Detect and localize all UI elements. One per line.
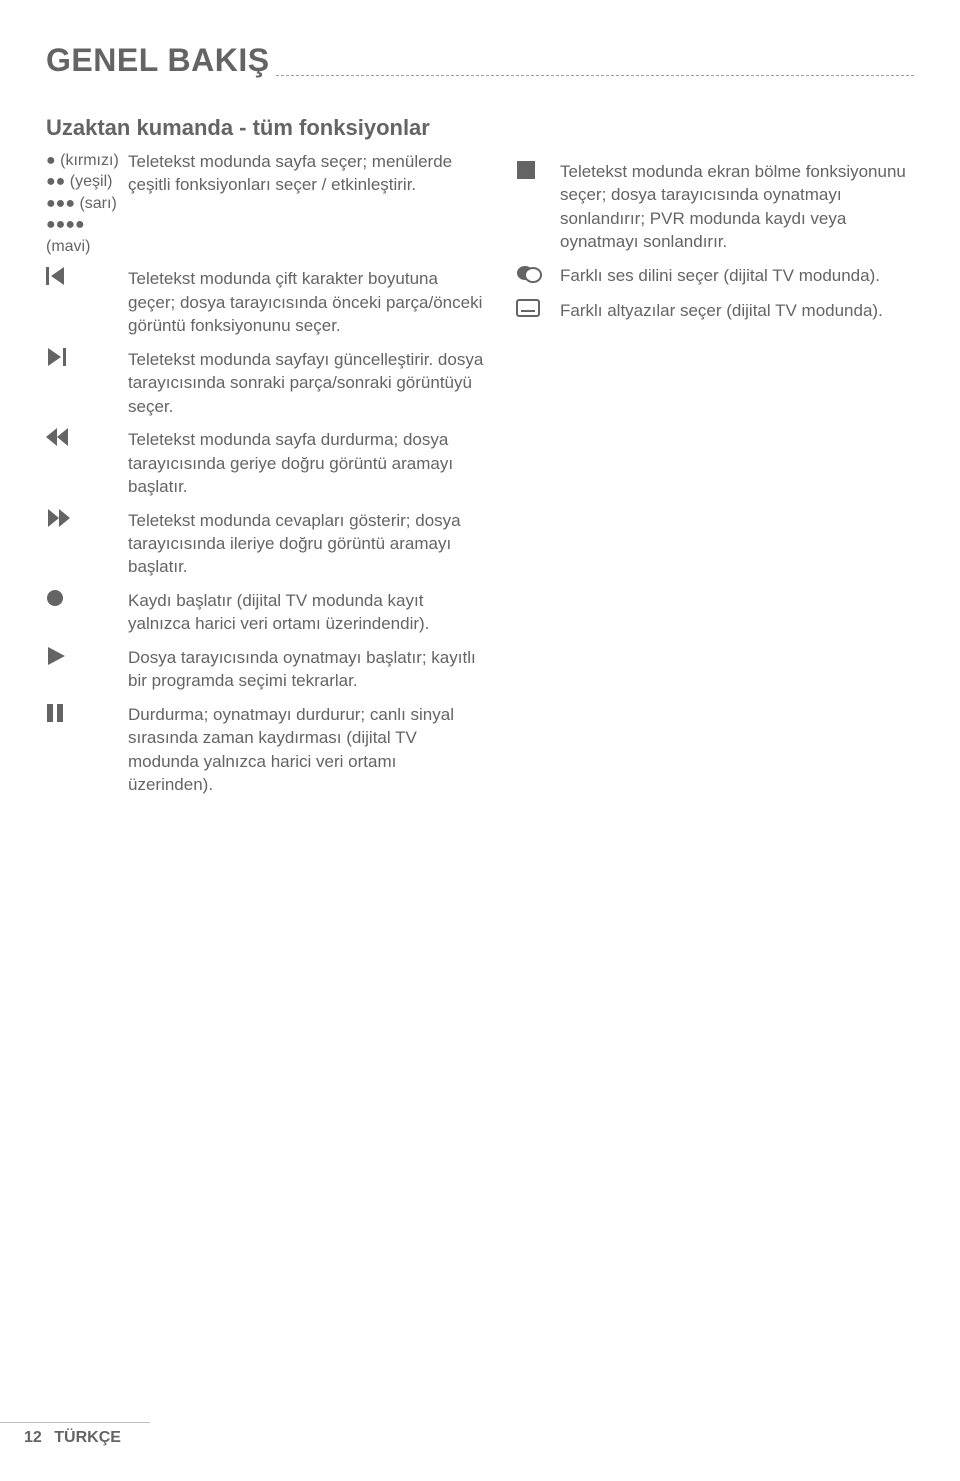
item-desc: Teletekst modunda sayfayı güncelleştirir… [128, 348, 486, 418]
list-item: Teletekst modunda ekran bölme fonksiyonu… [516, 160, 906, 254]
dot-blue: ●●●● [46, 216, 85, 233]
pause-icon [46, 703, 128, 730]
page-number: 12 [24, 1429, 42, 1446]
list-item: Kaydı başlatır (dijital TV modunda kayıt… [46, 589, 486, 636]
item-desc: Teletekst modunda ekran bölme fonksiyonu… [560, 160, 906, 254]
page-heading: GENEL BAKIŞ [46, 36, 914, 76]
list-item: Durdurma; oynatmayı durdurur; canlı siny… [46, 703, 486, 797]
item-desc: Teletekst modunda sayfa durdurma; dosya … [128, 428, 486, 498]
list-item: Farklı ses dilini seçer (dijital TV modu… [516, 264, 906, 289]
list-item: Teletekst modunda cevapları gösterir; do… [46, 509, 486, 579]
skip-forward-icon [46, 348, 128, 373]
stop-icon [516, 160, 560, 185]
list-item: Teletekst modunda sayfa durdurma; dosya … [46, 428, 486, 498]
list-item: Dosya tarayıcısında oynatmayı başlatır; … [46, 646, 486, 693]
color-buttons-desc: Teletekst modunda sayfa seçer; menülerde… [128, 150, 486, 197]
page-footer: 12 TÜRKÇE [0, 1422, 150, 1447]
list-item: Teletekst modunda sayfayı güncelleştirir… [46, 348, 486, 418]
color-dots-labels: ● (kırmızı) ●● (yeşil) ●●● (sarı) ●●●● (… [46, 150, 128, 258]
fast-forward-icon [46, 509, 128, 534]
dot-green: ●● [46, 173, 65, 190]
play-icon [46, 646, 128, 673]
item-desc: Teletekst modunda çift karakter boyutuna… [128, 267, 486, 337]
list-item: Teletekst modunda çift karakter boyutuna… [46, 267, 486, 337]
list-item: Farklı altyazılar seçer (dijital TV modu… [516, 299, 906, 324]
footer-language: TÜRKÇE [54, 1429, 121, 1446]
section-subheading: Uzaktan kumanda - tüm fonksiyonlar [46, 114, 486, 142]
item-desc: Teletekst modunda cevapları gösterir; do… [128, 509, 486, 579]
item-desc: Kaydı başlatır (dijital TV modunda kayıt… [128, 589, 486, 636]
color-buttons-item: ● (kırmızı) ●● (yeşil) ●●● (sarı) ●●●● (… [46, 150, 486, 258]
rewind-icon [46, 428, 128, 453]
item-desc: Durdurma; oynatmayı durdurur; canlı siny… [128, 703, 486, 797]
dot-red: ● [46, 152, 56, 169]
audio-language-icon [516, 264, 560, 289]
item-desc: Dosya tarayıcısında oynatmayı başlatır; … [128, 646, 486, 693]
skip-back-icon [46, 267, 128, 292]
dot-yellow: ●●● [46, 195, 75, 212]
item-desc: Farklı ses dilini seçer (dijital TV modu… [560, 264, 906, 287]
record-icon [46, 589, 128, 614]
subtitle-icon [516, 299, 560, 324]
item-desc: Farklı altyazılar seçer (dijital TV modu… [560, 299, 906, 322]
